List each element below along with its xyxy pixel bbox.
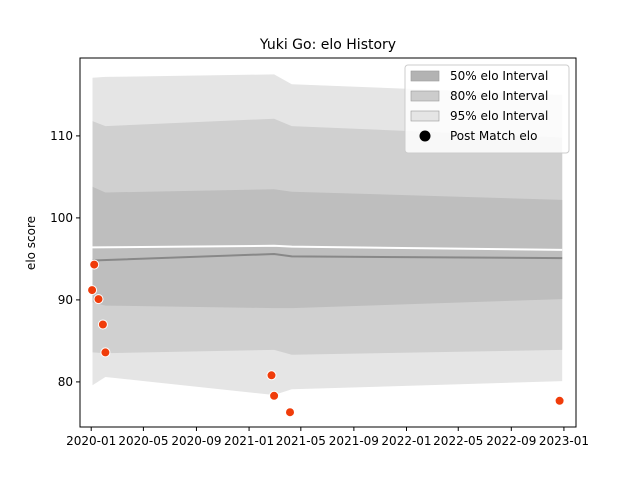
plot-frame [79,57,577,428]
post-match-elo-point [97,319,108,330]
legend: 50% elo Interval 80% elo Interval 95% elo … [404,64,570,154]
x-tick-label: 2021-05 [276,434,326,448]
legend-swatch [410,110,440,122]
legend-swatch [410,90,440,102]
axes: 2020-01 2020-05 2020-09 2021-01 2021-05 2021-… [50,57,589,448]
legend-label: 95% elo Interval [450,109,548,123]
post-match-elo-point [266,370,277,381]
x-tick-label: 2022-01 [381,434,431,448]
legend-marker [419,130,431,142]
legend-swatch [410,70,440,82]
x-tick-label: 2022-05 [433,434,483,448]
legend-label: 80% elo Interval [450,89,548,103]
y-tick-label: 100 [50,211,73,225]
y-axis-label: elo score [24,216,38,270]
post-match-elo-point [269,390,280,401]
y-tick-label: 90 [58,293,73,307]
legend-label: Post Match elo [450,129,537,143]
post-match-elo-point [285,407,295,418]
y-tick-label: 80 [58,375,73,389]
mean-elo-line [92,244,563,251]
x-tick-label: 2023-01 [539,434,589,448]
x-tick-label: 2020-05 [118,434,168,448]
post-match-elo-point [93,294,104,305]
x-tick-label: 2022-09 [486,434,536,448]
chart-title: Yuki Go: elo History [259,37,396,53]
x-tick-label: 2020-09 [171,434,221,448]
x-tick-label: 2021-09 [329,434,379,448]
median-elo-line [92,252,563,262]
x-tick-label: 2020-01 [66,434,116,448]
post-match-elo-point [100,347,111,358]
legend-label: 50% elo Interval [450,69,548,83]
post-match-elo-point [554,395,565,406]
plot-area [87,74,565,418]
post-match-elo-point [89,259,100,270]
legend-box [404,64,570,154]
x-tick-label: 2021-01 [224,434,274,448]
y-tick-label: 110 [50,129,73,143]
post-match-elo-point [87,285,98,296]
